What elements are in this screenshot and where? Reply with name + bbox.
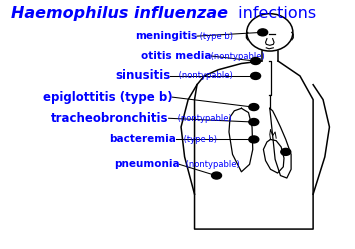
Text: otitis media: otitis media (141, 51, 211, 61)
Circle shape (249, 104, 259, 111)
Text: bacteremia: bacteremia (109, 134, 176, 144)
Circle shape (249, 136, 259, 143)
Text: meningitis: meningitis (135, 31, 197, 41)
Text: (type b): (type b) (197, 32, 233, 41)
Circle shape (212, 172, 222, 179)
Text: Haemophilus influenzae: Haemophilus influenzae (11, 6, 228, 21)
Text: sinusitis: sinusitis (115, 69, 170, 82)
Circle shape (258, 29, 268, 36)
Circle shape (249, 119, 259, 125)
Circle shape (251, 58, 261, 64)
Text: infections: infections (233, 6, 316, 21)
Circle shape (281, 148, 291, 155)
Text: pneumonia: pneumonia (114, 159, 179, 169)
Text: tracheobronchitis: tracheobronchitis (51, 112, 169, 125)
Text: (nontypable): (nontypable) (175, 114, 232, 123)
Circle shape (251, 72, 261, 79)
Text: (type b): (type b) (181, 135, 217, 144)
Text: (nontypable): (nontypable) (176, 71, 233, 80)
Text: (nontypable): (nontypable) (183, 160, 240, 169)
Text: (nontypable): (nontypable) (208, 52, 265, 61)
Text: epiglottitis (type b): epiglottitis (type b) (43, 91, 172, 104)
